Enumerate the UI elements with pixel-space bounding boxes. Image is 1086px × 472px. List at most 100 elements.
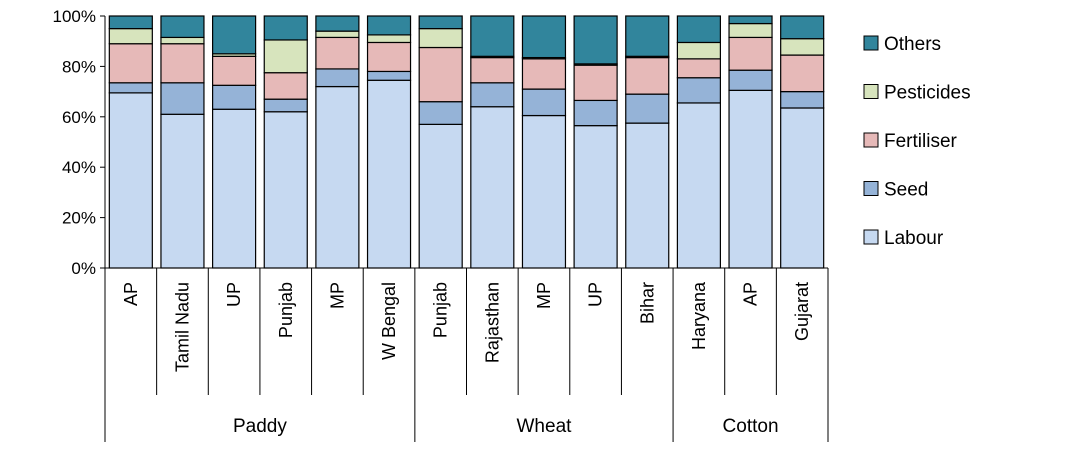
bar-segment-others	[625, 15, 670, 57]
category-label: Punjab	[431, 282, 451, 338]
category-label: Tamil Nadu	[172, 282, 192, 372]
bar-segment-others	[315, 15, 360, 32]
bar-segment-others	[418, 15, 463, 30]
legend-label-fertiliser: Fertiliser	[884, 131, 958, 152]
bar-segment-fertiliser	[108, 43, 153, 84]
y-tick-label: 100%	[53, 7, 96, 26]
bar-segment-pesticides	[263, 39, 308, 74]
bar-segment-fertiliser	[521, 58, 567, 90]
bar-segment-labour	[263, 111, 308, 269]
bar-segment-pesticides	[676, 41, 721, 60]
bar-segment-labour	[573, 125, 618, 269]
bar-segment-seed	[521, 88, 567, 117]
group-label: Paddy	[233, 416, 287, 437]
legend: Others Pesticides Fertiliser Seed Labour	[863, 34, 971, 249]
legend-label-seed: Seed	[884, 180, 928, 201]
bar-segment-labour	[160, 113, 205, 269]
bar-segment-pesticides	[160, 36, 205, 45]
y-axis: 0% 20% 40% 60% 80% 100%	[53, 7, 106, 278]
bar-segment-pesticides	[366, 34, 412, 44]
category-label: AP	[741, 282, 761, 306]
bar-segment-labour	[366, 79, 412, 269]
y-tick-label: 0%	[71, 259, 96, 278]
bar-segment-seed	[728, 69, 773, 91]
bar-segment-pesticides	[108, 28, 153, 45]
bar-segment-fertiliser	[212, 55, 257, 86]
bar-segment-seed	[108, 82, 153, 94]
y-tick-label: 40%	[62, 158, 96, 177]
bar-segment-labour	[315, 85, 360, 269]
bar-segment-pesticides	[315, 30, 360, 39]
legend-label-labour: Labour	[884, 228, 944, 249]
bar-segment-others	[263, 15, 308, 41]
bar-segment-labour	[470, 106, 515, 269]
y-tick-label: 60%	[62, 108, 96, 127]
bar-segment-seed	[625, 93, 670, 124]
bar-segment-others	[108, 15, 153, 30]
category-label: MP	[327, 282, 347, 309]
group-label: Wheat	[517, 416, 573, 437]
legend-swatch-labour	[863, 229, 879, 245]
bar-segment-fertiliser	[728, 36, 773, 71]
category-label: UP	[586, 282, 606, 307]
bar-segment-seed	[212, 84, 257, 110]
bar-segment-others	[470, 15, 515, 57]
category-label: W Bengal	[379, 282, 399, 360]
category-label: AP	[121, 282, 141, 306]
bar-segment-labour	[418, 123, 463, 269]
bar-segment-labour	[676, 102, 721, 269]
bar-segment-labour	[728, 89, 773, 269]
bar-segment-fertiliser	[366, 41, 412, 73]
legend-label-pesticides: Pesticides	[884, 83, 971, 104]
bar-segment-pesticides	[728, 22, 773, 39]
category-label: Rajasthan	[482, 282, 502, 363]
bar-segment-fertiliser	[573, 64, 618, 102]
bar-segment-others	[728, 15, 773, 25]
category-label: UP	[224, 282, 244, 307]
x-axis: AP Tamil Nadu UP Punjab MP W Bengal Punjab Raja…	[104, 267, 829, 442]
group-label: Cotton	[723, 416, 779, 437]
bar-segment-seed	[418, 101, 463, 125]
bar-segment-seed	[470, 82, 515, 108]
bar-segment-seed	[315, 68, 360, 88]
y-tick-label: 80%	[62, 57, 96, 76]
category-label: Punjab	[276, 282, 296, 338]
bar-segment-seed	[366, 70, 412, 81]
bar-segment-seed	[160, 82, 205, 115]
legend-label-others: Others	[884, 34, 941, 55]
bar-segment-fertiliser	[315, 36, 360, 70]
bar-segment-fertiliser	[470, 56, 515, 84]
category-label: Bihar	[637, 282, 657, 324]
bar-segment-fertiliser	[263, 72, 308, 100]
bar-segment-others	[212, 15, 257, 55]
bar-segment-labour	[108, 92, 153, 269]
y-tick-label: 20%	[62, 209, 96, 228]
legend-swatch-seed	[863, 181, 879, 196]
bar-segment-labour	[521, 114, 567, 269]
bar-segment-others	[160, 15, 205, 39]
bar-segment-labour	[625, 122, 670, 269]
bar-segment-seed	[263, 98, 308, 113]
bar-segment-labour	[780, 107, 825, 269]
bar-segment-fertiliser	[780, 54, 825, 93]
bar-segment-seed	[573, 99, 618, 127]
legend-swatch-pesticides	[863, 84, 879, 99]
category-label: MP	[534, 282, 554, 309]
bar-segment-fertiliser	[418, 46, 463, 103]
bar-segment-fertiliser	[625, 56, 670, 95]
bar-segment-others	[573, 15, 618, 65]
legend-swatch-others	[863, 35, 879, 51]
bar-segment-fertiliser	[160, 43, 205, 84]
bar-segment-others	[521, 15, 567, 59]
bar-segment-others	[676, 15, 721, 44]
category-label: Haryana	[689, 281, 709, 350]
bar-segment-seed	[676, 77, 721, 104]
bars	[108, 15, 825, 269]
bar-segment-pesticides	[780, 38, 825, 56]
category-label: Gujarat	[792, 282, 812, 341]
bar-segment-others	[780, 15, 825, 40]
bar-segment-seed	[780, 90, 825, 109]
legend-swatch-fertiliser	[863, 132, 879, 148]
bar-segment-others	[366, 15, 412, 36]
